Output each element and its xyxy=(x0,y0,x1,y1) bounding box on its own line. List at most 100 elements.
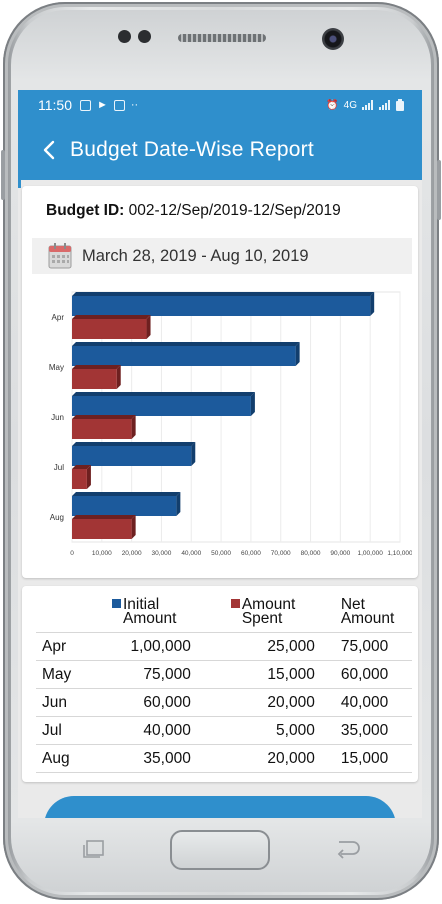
x-tick-label: 40,000 xyxy=(181,550,201,557)
recent-apps-icon xyxy=(83,840,104,858)
spent-cell: 15,000 xyxy=(194,660,319,689)
bar xyxy=(72,369,117,389)
volume-button xyxy=(1,150,5,200)
bar xyxy=(72,419,132,439)
bar-side xyxy=(86,465,91,489)
earpiece-speaker xyxy=(178,34,266,42)
budget-bar-chart: 0 10,000 20,000 30,000 40,000 50,000 60,000 70,… xyxy=(49,291,412,557)
bar-side xyxy=(250,392,255,416)
budget-id-line: Budget ID: 002-12/Sep/2019-12/Sep/2019 xyxy=(46,202,341,220)
system-icons: ⏰ 4G xyxy=(326,99,404,111)
month-cell: Apr xyxy=(36,632,98,661)
home-button[interactable] xyxy=(170,830,270,870)
x-tick-label: 20,000 xyxy=(122,550,142,557)
x-tick-label: 60,000 xyxy=(241,550,261,557)
gallery-icon xyxy=(80,99,91,111)
net-cell: 40,000 xyxy=(318,688,412,717)
initial-cell: 35,000 xyxy=(98,744,195,773)
y-tick-label: May xyxy=(49,363,64,372)
bar xyxy=(72,319,147,339)
scroll-accent xyxy=(18,150,21,188)
bar-side xyxy=(295,342,300,366)
budget-id-value: 002-12/Sep/2019-12/Sep/2019 xyxy=(128,202,341,219)
net-cell: 60,000 xyxy=(318,660,412,689)
initial-header-line2: Amount xyxy=(123,610,177,627)
month-cell: Jul xyxy=(36,716,98,745)
x-tick-label: 0 xyxy=(70,550,74,557)
bar-top xyxy=(72,442,196,446)
bar-top xyxy=(72,315,151,319)
nav-back-button[interactable] xyxy=(333,838,361,860)
bar-top xyxy=(72,515,136,519)
spent-legend-swatch xyxy=(230,599,240,608)
report-card: Budget ID: 002-12/Sep/2019-12/Sep/2019 M… xyxy=(22,186,418,578)
y-tick-label: Jul xyxy=(54,463,64,472)
net-header-line1: Net xyxy=(340,596,365,613)
bar xyxy=(72,296,371,316)
initial-legend-swatch xyxy=(112,599,121,608)
spent-cell: 20,000 xyxy=(194,744,319,773)
bar-side xyxy=(116,365,121,389)
initial-cell: 40,000 xyxy=(98,716,195,745)
page-title: Budget Date-Wise Report xyxy=(70,138,314,161)
y-tick-label: Jun xyxy=(51,413,64,422)
budget-id-label: Budget ID: xyxy=(46,202,125,219)
bar xyxy=(72,396,251,416)
alarm-icon: ⏰ xyxy=(326,99,339,111)
bottom-action-button[interactable] xyxy=(44,796,396,818)
y-tick-label: Apr xyxy=(52,313,65,322)
table-row: Jun 60,000 20,000 40,000 xyxy=(36,688,412,717)
amount-spent-header: Amount Spent xyxy=(194,596,319,633)
spent-cell: 25,000 xyxy=(194,632,319,661)
net-cell: 35,000 xyxy=(318,716,412,745)
bar-top xyxy=(72,342,300,346)
x-tick-label: 70,000 xyxy=(271,550,291,557)
spent-cell: 20,000 xyxy=(194,688,319,717)
bar xyxy=(72,519,132,539)
initial-cell: 60,000 xyxy=(98,688,195,717)
bar-top xyxy=(72,465,91,469)
summary-table-card: Initial Amount Amount Spent Net Am xyxy=(22,586,418,782)
bar-side xyxy=(131,515,136,539)
bar-side xyxy=(370,292,375,316)
bar-top xyxy=(72,415,136,419)
date-range-selector[interactable]: March 28, 2019 - Aug 10, 2019 xyxy=(32,238,412,274)
month-cell: Jun xyxy=(36,688,98,717)
initial-cell: 1,00,000 xyxy=(98,632,195,661)
recent-apps-button[interactable] xyxy=(82,840,106,858)
x-tick-label: 1,00,000 xyxy=(358,550,384,557)
bar-side xyxy=(176,492,181,516)
back-button[interactable] xyxy=(38,138,60,162)
x-tick-label: 80,000 xyxy=(301,550,321,557)
net-amount-header: Net Amount xyxy=(318,596,412,633)
x-tick-label: 10,000 xyxy=(92,550,112,557)
status-time: 11:50 xyxy=(38,97,72,113)
screen: 11:50 ► ·· ⏰ 4G xyxy=(18,90,422,818)
x-tick-label: 1,10,000 xyxy=(387,550,412,557)
x-tick-label: 90,000 xyxy=(330,550,350,557)
send-icon: ► xyxy=(97,99,108,111)
initial-amount-header: Initial Amount xyxy=(98,596,195,633)
x-tick-label: 50,000 xyxy=(211,550,231,557)
battery-icon xyxy=(396,99,404,111)
bar-top xyxy=(72,392,255,396)
table-header-row: Initial Amount Amount Spent Net Am xyxy=(36,596,412,633)
month-cell: Aug xyxy=(36,744,98,773)
calendar-icon xyxy=(48,243,72,269)
initial-header-line1: Initial xyxy=(123,596,160,613)
summary-table: Initial Amount Amount Spent Net Am xyxy=(36,596,412,773)
bar xyxy=(72,496,177,516)
more-dots: ·· xyxy=(130,99,139,111)
date-range-text: March 28, 2019 - Aug 10, 2019 xyxy=(82,246,309,265)
spent-header-line1: Amount xyxy=(241,596,296,613)
bar-side xyxy=(191,442,196,466)
bar-side xyxy=(131,415,136,439)
initial-cell: 75,000 xyxy=(98,660,195,689)
spent-cell: 5,000 xyxy=(194,716,319,745)
notification-icons: ► ·· xyxy=(80,99,138,111)
bar xyxy=(72,346,296,366)
power-button xyxy=(437,160,441,220)
chevron-left-icon xyxy=(43,140,55,160)
table-row: May 75,000 15,000 60,000 xyxy=(36,660,412,689)
month-cell: May xyxy=(36,660,98,689)
